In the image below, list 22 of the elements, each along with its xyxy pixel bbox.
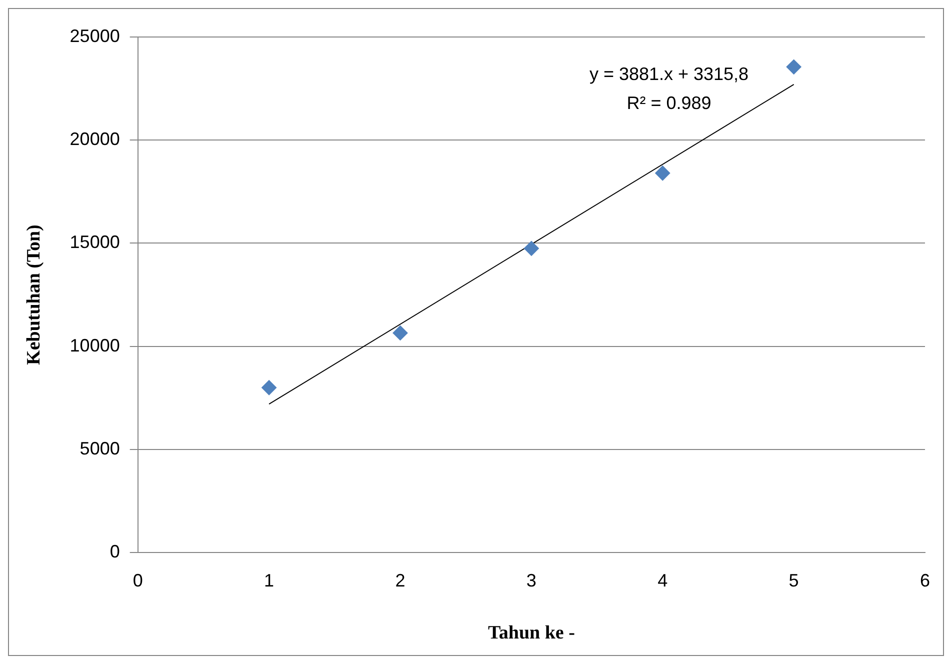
annotation: y = 3881.x + 3315,8 <box>589 64 749 84</box>
y-axis-title: Kebutuhan (Ton) <box>23 224 44 365</box>
y-tick-label: 5000 <box>80 438 120 458</box>
x-tick-label: 4 <box>658 570 668 590</box>
y-tick-label: 25000 <box>70 26 120 46</box>
x-tick-label: 3 <box>526 570 536 590</box>
point <box>262 380 277 396</box>
y-tick-label: 15000 <box>70 232 120 252</box>
point <box>392 325 408 340</box>
x-tick-label: 5 <box>788 570 799 590</box>
y-tick-label: 10000 <box>70 335 120 356</box>
point <box>655 166 670 181</box>
x-tick-label: 2 <box>395 570 406 590</box>
x-tick-label: 0 <box>132 570 143 590</box>
point <box>786 59 802 74</box>
x-tick-label: 1 <box>264 570 274 590</box>
x-tick-label: 6 <box>920 570 930 590</box>
annotation: R² = 0.989 <box>626 92 712 113</box>
y-tick-label: 0 <box>110 542 120 562</box>
point <box>524 240 539 256</box>
y-tick-label: 20000 <box>70 129 120 150</box>
x-axis-title: Tahun ke - <box>488 622 575 644</box>
